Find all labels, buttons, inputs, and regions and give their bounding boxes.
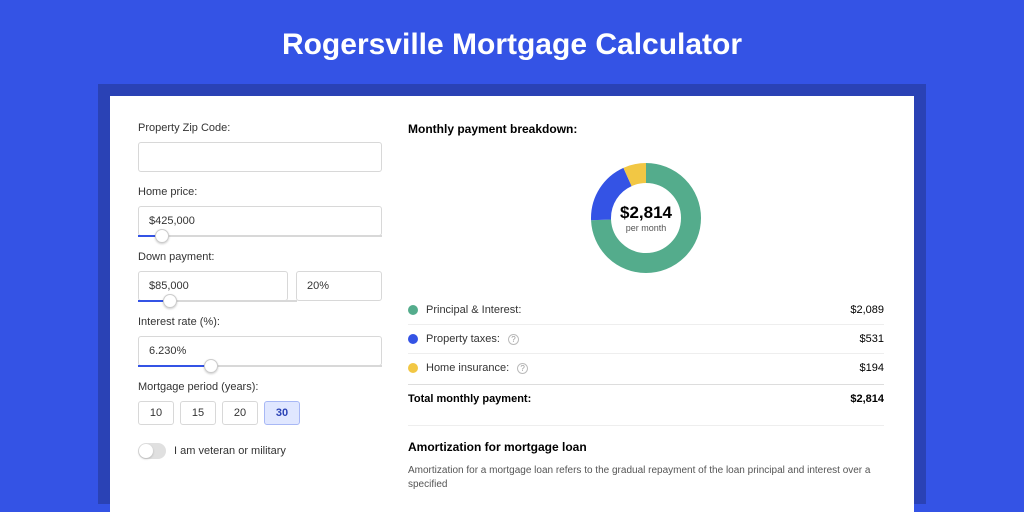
field-interest: Interest rate (%): bbox=[138, 316, 382, 367]
veteran-label: I am veteran or military bbox=[174, 445, 286, 457]
home-price-label: Home price: bbox=[138, 186, 382, 198]
breakdown-item-value: $2,089 bbox=[850, 304, 884, 316]
home-price-input[interactable] bbox=[138, 206, 382, 236]
breakdown-column: Monthly payment breakdown: $2,814 per mo… bbox=[400, 96, 914, 512]
breakdown-item-label: Home insurance: bbox=[426, 362, 509, 374]
field-zip: Property Zip Code: bbox=[138, 122, 382, 172]
down-payment-slider[interactable] bbox=[138, 300, 297, 302]
calculator-card: Property Zip Code: Home price: Down paym… bbox=[110, 96, 914, 512]
legend-dot bbox=[408, 305, 418, 315]
zip-input[interactable] bbox=[138, 142, 382, 172]
amortization-heading: Amortization for mortgage loan bbox=[408, 425, 884, 454]
home-price-slider[interactable] bbox=[138, 235, 382, 237]
donut-sub: per month bbox=[626, 223, 667, 233]
field-period: Mortgage period (years): 10152030 bbox=[138, 381, 382, 425]
help-icon[interactable]: ? bbox=[517, 363, 528, 374]
zip-label: Property Zip Code: bbox=[138, 122, 382, 134]
period-options: 10152030 bbox=[138, 401, 382, 425]
field-home-price: Home price: bbox=[138, 186, 382, 237]
amortization-text: Amortization for a mortgage loan refers … bbox=[408, 464, 884, 492]
breakdown-item-value: $194 bbox=[860, 362, 884, 374]
veteran-row: I am veteran or military bbox=[138, 443, 382, 459]
down-payment-label: Down payment: bbox=[138, 251, 382, 263]
card-container: Property Zip Code: Home price: Down paym… bbox=[98, 84, 926, 504]
down-payment-amount-input[interactable] bbox=[138, 271, 288, 301]
period-btn-10[interactable]: 10 bbox=[138, 401, 174, 425]
period-label: Mortgage period (years): bbox=[138, 381, 382, 393]
breakdown-row: Principal & Interest: $2,089 bbox=[408, 296, 884, 324]
interest-input[interactable] bbox=[138, 336, 382, 366]
breakdown-row: Home insurance:? $194 bbox=[408, 353, 884, 382]
breakdown-row: Property taxes:? $531 bbox=[408, 324, 884, 353]
legend-dot bbox=[408, 334, 418, 344]
interest-slider-thumb[interactable] bbox=[204, 359, 218, 373]
legend-dot bbox=[408, 363, 418, 373]
period-btn-20[interactable]: 20 bbox=[222, 401, 258, 425]
breakdown-item-value: $531 bbox=[860, 333, 884, 345]
breakdown-heading: Monthly payment breakdown: bbox=[408, 122, 884, 136]
breakdown-list: Principal & Interest: $2,089 Property taxe… bbox=[408, 296, 884, 382]
veteran-toggle[interactable] bbox=[138, 443, 166, 459]
help-icon[interactable]: ? bbox=[508, 334, 519, 345]
toggle-knob bbox=[139, 444, 153, 458]
payment-donut-chart: $2,814 per month bbox=[586, 158, 706, 278]
breakdown-item-label: Property taxes: bbox=[426, 333, 500, 345]
period-btn-30[interactable]: 30 bbox=[264, 401, 300, 425]
down-payment-percent-input[interactable] bbox=[296, 271, 382, 301]
total-label: Total monthly payment: bbox=[408, 393, 531, 405]
total-value: $2,814 bbox=[850, 393, 884, 405]
home-price-slider-thumb[interactable] bbox=[155, 229, 169, 243]
interest-slider[interactable] bbox=[138, 365, 382, 367]
breakdown-item-label: Principal & Interest: bbox=[426, 304, 521, 316]
form-column: Property Zip Code: Home price: Down paym… bbox=[110, 96, 400, 512]
field-down-payment: Down payment: bbox=[138, 251, 382, 302]
interest-label: Interest rate (%): bbox=[138, 316, 382, 328]
period-btn-15[interactable]: 15 bbox=[180, 401, 216, 425]
total-row: Total monthly payment: $2,814 bbox=[408, 384, 884, 405]
donut-amount: $2,814 bbox=[620, 203, 672, 223]
page-title: Rogersville Mortgage Calculator bbox=[0, 0, 1024, 84]
donut-container: $2,814 per month bbox=[408, 150, 884, 296]
down-payment-slider-thumb[interactable] bbox=[163, 294, 177, 308]
